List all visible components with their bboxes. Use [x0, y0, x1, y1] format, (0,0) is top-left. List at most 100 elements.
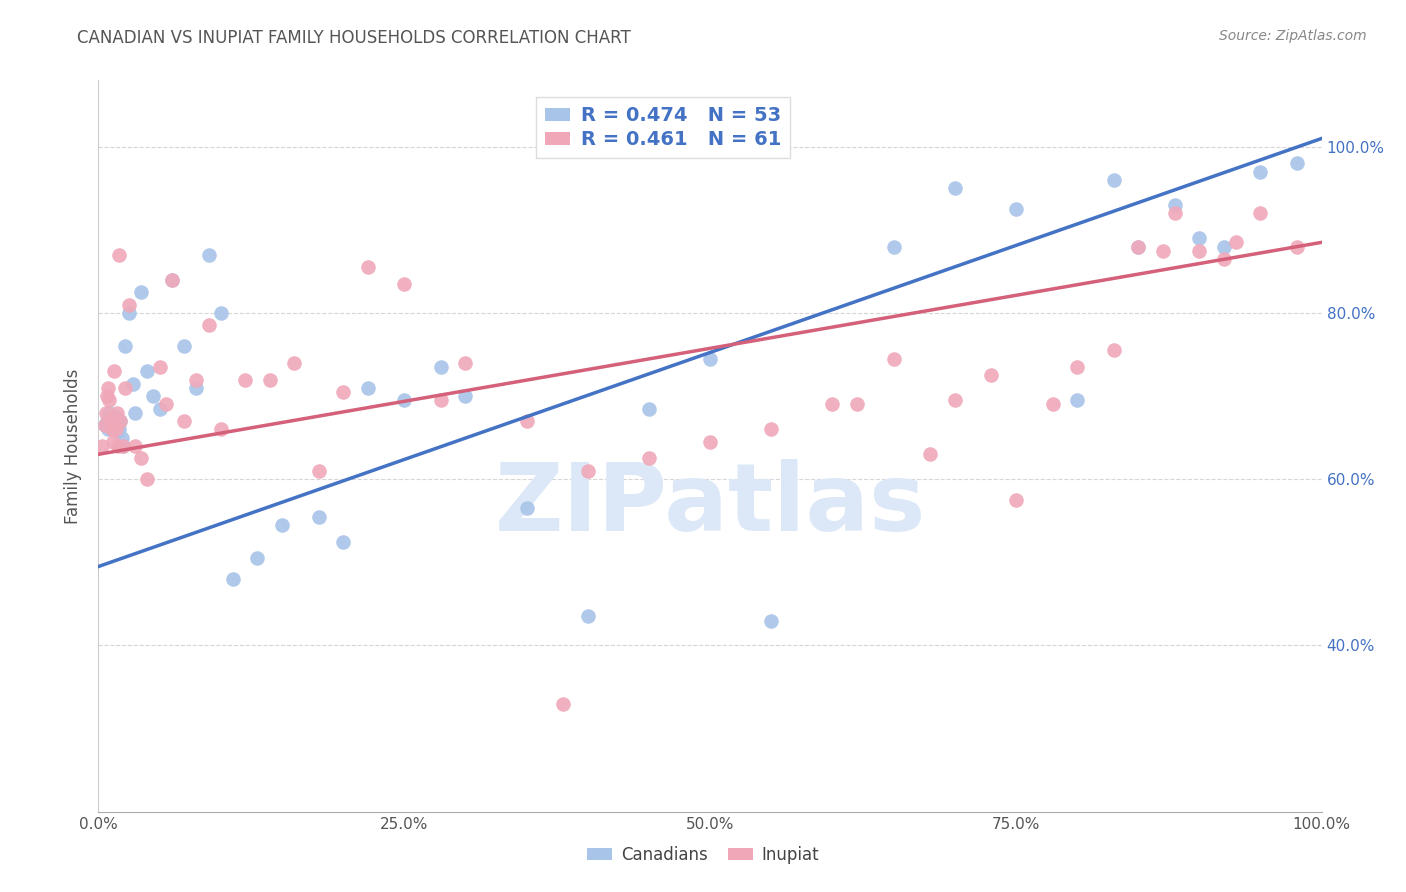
- Point: [105, 418, 128, 433]
- Point: [270, 518, 294, 533]
- Point: [553, 697, 575, 711]
- Point: [104, 409, 127, 424]
- Point: [136, 364, 159, 378]
- Point: [114, 339, 136, 353]
- Point: [98, 393, 121, 408]
- Point: [149, 359, 172, 374]
- Point: [111, 439, 134, 453]
- Point: [1212, 239, 1234, 253]
- Point: [883, 239, 905, 253]
- Point: [93, 418, 115, 433]
- Point: [980, 368, 1002, 383]
- Point: [356, 260, 378, 275]
- Point: [1249, 206, 1271, 220]
- Point: [454, 356, 477, 370]
- Point: [155, 397, 177, 411]
- Point: [105, 406, 128, 420]
- Point: [233, 372, 256, 386]
- Point: [124, 406, 146, 420]
- Point: [186, 381, 208, 395]
- Point: [197, 248, 219, 262]
- Legend: Canadians, Inupiat: Canadians, Inupiat: [581, 839, 825, 871]
- Point: [1286, 239, 1309, 253]
- Point: [883, 351, 905, 366]
- Point: [173, 339, 195, 353]
- Point: [1152, 244, 1174, 258]
- Point: [576, 609, 599, 624]
- Point: [96, 389, 118, 403]
- Text: CANADIAN VS INUPIAT FAMILY HOUSEHOLDS CORRELATION CHART: CANADIAN VS INUPIAT FAMILY HOUSEHOLDS CO…: [77, 29, 631, 46]
- Point: [1102, 343, 1125, 358]
- Point: [332, 384, 354, 399]
- Point: [111, 439, 134, 453]
- Point: [1102, 173, 1125, 187]
- Point: [1164, 206, 1187, 220]
- Point: [118, 306, 141, 320]
- Point: [103, 364, 125, 378]
- Point: [107, 424, 129, 438]
- Point: [101, 416, 124, 430]
- Point: [110, 414, 132, 428]
- Point: [943, 393, 966, 408]
- Point: [576, 464, 599, 478]
- Point: [637, 451, 661, 466]
- Point: [1225, 235, 1247, 250]
- Point: [98, 406, 121, 420]
- Point: [761, 422, 783, 436]
- Point: [97, 381, 120, 395]
- Point: [1249, 165, 1271, 179]
- Point: [332, 534, 354, 549]
- Point: [160, 273, 183, 287]
- Point: [101, 412, 124, 426]
- Point: [129, 285, 152, 300]
- Point: [699, 351, 721, 366]
- Point: [430, 393, 453, 408]
- Point: [1164, 198, 1187, 212]
- Point: [761, 614, 783, 628]
- Point: [430, 359, 453, 374]
- Point: [454, 389, 477, 403]
- Point: [283, 356, 305, 370]
- Point: [93, 418, 115, 433]
- Point: [96, 414, 118, 428]
- Point: [103, 422, 125, 436]
- Point: [1004, 493, 1026, 508]
- Point: [197, 318, 219, 333]
- Point: [121, 376, 143, 391]
- Point: [699, 434, 721, 449]
- Point: [1286, 156, 1309, 170]
- Point: [108, 422, 131, 436]
- Point: [920, 447, 942, 461]
- Point: [845, 397, 868, 411]
- Point: [142, 389, 165, 403]
- Point: [91, 439, 114, 453]
- Point: [1128, 239, 1150, 253]
- Point: [160, 273, 183, 287]
- Point: [1004, 202, 1026, 216]
- Point: [392, 393, 416, 408]
- Point: [108, 248, 131, 262]
- Legend: R = 0.474   N = 53, R = 0.461   N = 61: R = 0.474 N = 53, R = 0.461 N = 61: [536, 96, 790, 158]
- Point: [1042, 397, 1064, 411]
- Point: [110, 414, 132, 428]
- Point: [149, 401, 172, 416]
- Point: [107, 439, 129, 453]
- Point: [1066, 393, 1088, 408]
- Point: [1188, 231, 1211, 245]
- Point: [209, 422, 232, 436]
- Point: [104, 422, 127, 436]
- Point: [111, 431, 134, 445]
- Point: [1066, 359, 1088, 374]
- Point: [222, 572, 245, 586]
- Point: [259, 372, 281, 386]
- Point: [308, 464, 330, 478]
- Point: [97, 422, 120, 436]
- Point: [129, 451, 152, 466]
- Point: [515, 414, 537, 428]
- Point: [136, 472, 159, 486]
- Point: [356, 381, 378, 395]
- Point: [114, 381, 136, 395]
- Point: [1212, 252, 1234, 266]
- Text: Source: ZipAtlas.com: Source: ZipAtlas.com: [1219, 29, 1367, 43]
- Point: [94, 406, 117, 420]
